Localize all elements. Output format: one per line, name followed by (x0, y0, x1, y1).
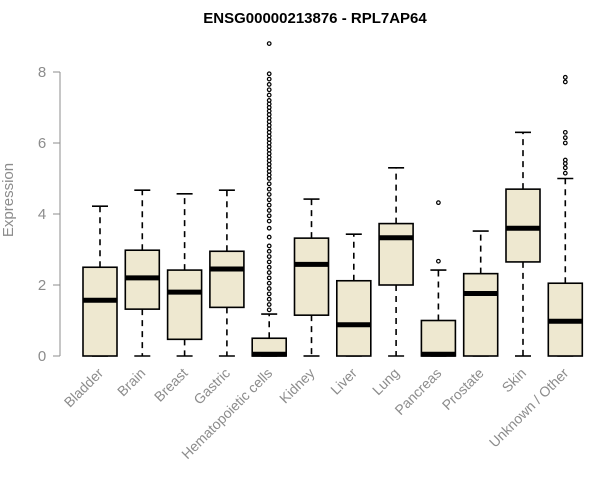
outlier-point (562, 129, 568, 135)
box-iqr (378, 222, 414, 286)
box-series (82, 41, 584, 357)
outlier-point (562, 74, 568, 80)
y-tick-label: 6 (38, 135, 46, 152)
x-tick-label: Skin (499, 365, 530, 396)
x-tick-label: Kidney (276, 365, 318, 407)
outlier-point (266, 225, 272, 231)
outlier-point (562, 165, 568, 171)
box-iqr (209, 250, 245, 309)
outlier-point (266, 202, 272, 208)
box-iqr (335, 279, 372, 357)
outlier-point (266, 280, 272, 286)
box-iqr (293, 237, 330, 316)
outlier-point (266, 208, 272, 213)
y-axis-label: Expression (0, 163, 17, 237)
y-tick-label: 8 (38, 64, 46, 81)
box-skin (505, 131, 541, 357)
outlier-point (562, 135, 568, 141)
box-unknown-other (547, 74, 584, 357)
outlier-point (266, 71, 272, 77)
outlier-point (266, 286, 272, 291)
box-iqr (82, 266, 118, 357)
box-kidney (293, 198, 330, 357)
outlier-point (266, 82, 272, 87)
outlier-point (266, 213, 272, 219)
box-gastric (209, 189, 245, 357)
x-tick-label: Liver (327, 365, 360, 398)
outlier-point (266, 291, 272, 297)
box-iqr (505, 188, 541, 263)
outlier-point (562, 157, 568, 163)
outlier-point (266, 296, 272, 302)
outlier-point (266, 186, 272, 192)
y-tick-label: 2 (38, 277, 46, 294)
outlier-point (266, 218, 272, 224)
outlier-point (562, 170, 568, 176)
box-hematopoietic-cells (251, 41, 287, 357)
outlier-point (562, 140, 568, 146)
x-tick-label: Pancreas (391, 365, 444, 418)
box-pancreas (420, 200, 457, 357)
x-tick-label: Unknown / Other (486, 365, 572, 451)
outlier-point (266, 92, 272, 98)
chart-title: ENSG00000213876 - RPL7AP64 (203, 10, 427, 27)
outlier-point (266, 76, 272, 82)
box-bladder (82, 205, 118, 357)
outlier-point (436, 258, 441, 264)
outlier-point (266, 275, 272, 281)
y-axis-ticks: 0 2 4 6 8 (38, 64, 60, 365)
outlier-point (266, 254, 272, 260)
outlier-point (266, 41, 272, 46)
outlier-point (266, 87, 272, 93)
y-tick-label: 0 (38, 348, 46, 365)
x-tick-label: Breast (151, 365, 191, 405)
outlier-point (266, 248, 272, 254)
x-tick-label: Lung (369, 365, 402, 398)
outlier-point (436, 200, 441, 206)
box-brain (124, 189, 161, 357)
outlier-point (266, 234, 272, 240)
outlier-point (266, 302, 272, 307)
y-tick-label: 4 (38, 206, 46, 223)
box-breast (166, 192, 203, 357)
x-tick-label: Brain (114, 365, 148, 399)
outlier-point (266, 197, 272, 203)
outlier-point (266, 97, 272, 103)
outlier-point (266, 192, 272, 197)
box-prostate (462, 230, 499, 357)
box-liver (335, 233, 372, 357)
outlier-point (562, 79, 568, 85)
box-iqr (420, 319, 457, 357)
x-tick-label: Bladder (61, 365, 107, 411)
box-lung (378, 167, 414, 357)
outlier-point (266, 264, 272, 270)
outlier-point (266, 181, 272, 187)
outlier-point (266, 307, 272, 313)
outlier-point (266, 259, 272, 265)
box-iqr (166, 269, 203, 341)
outlier-point (266, 270, 272, 275)
x-tick-label: Prostate (439, 365, 487, 413)
outlier-point (266, 243, 272, 249)
box-iqr (462, 272, 499, 357)
